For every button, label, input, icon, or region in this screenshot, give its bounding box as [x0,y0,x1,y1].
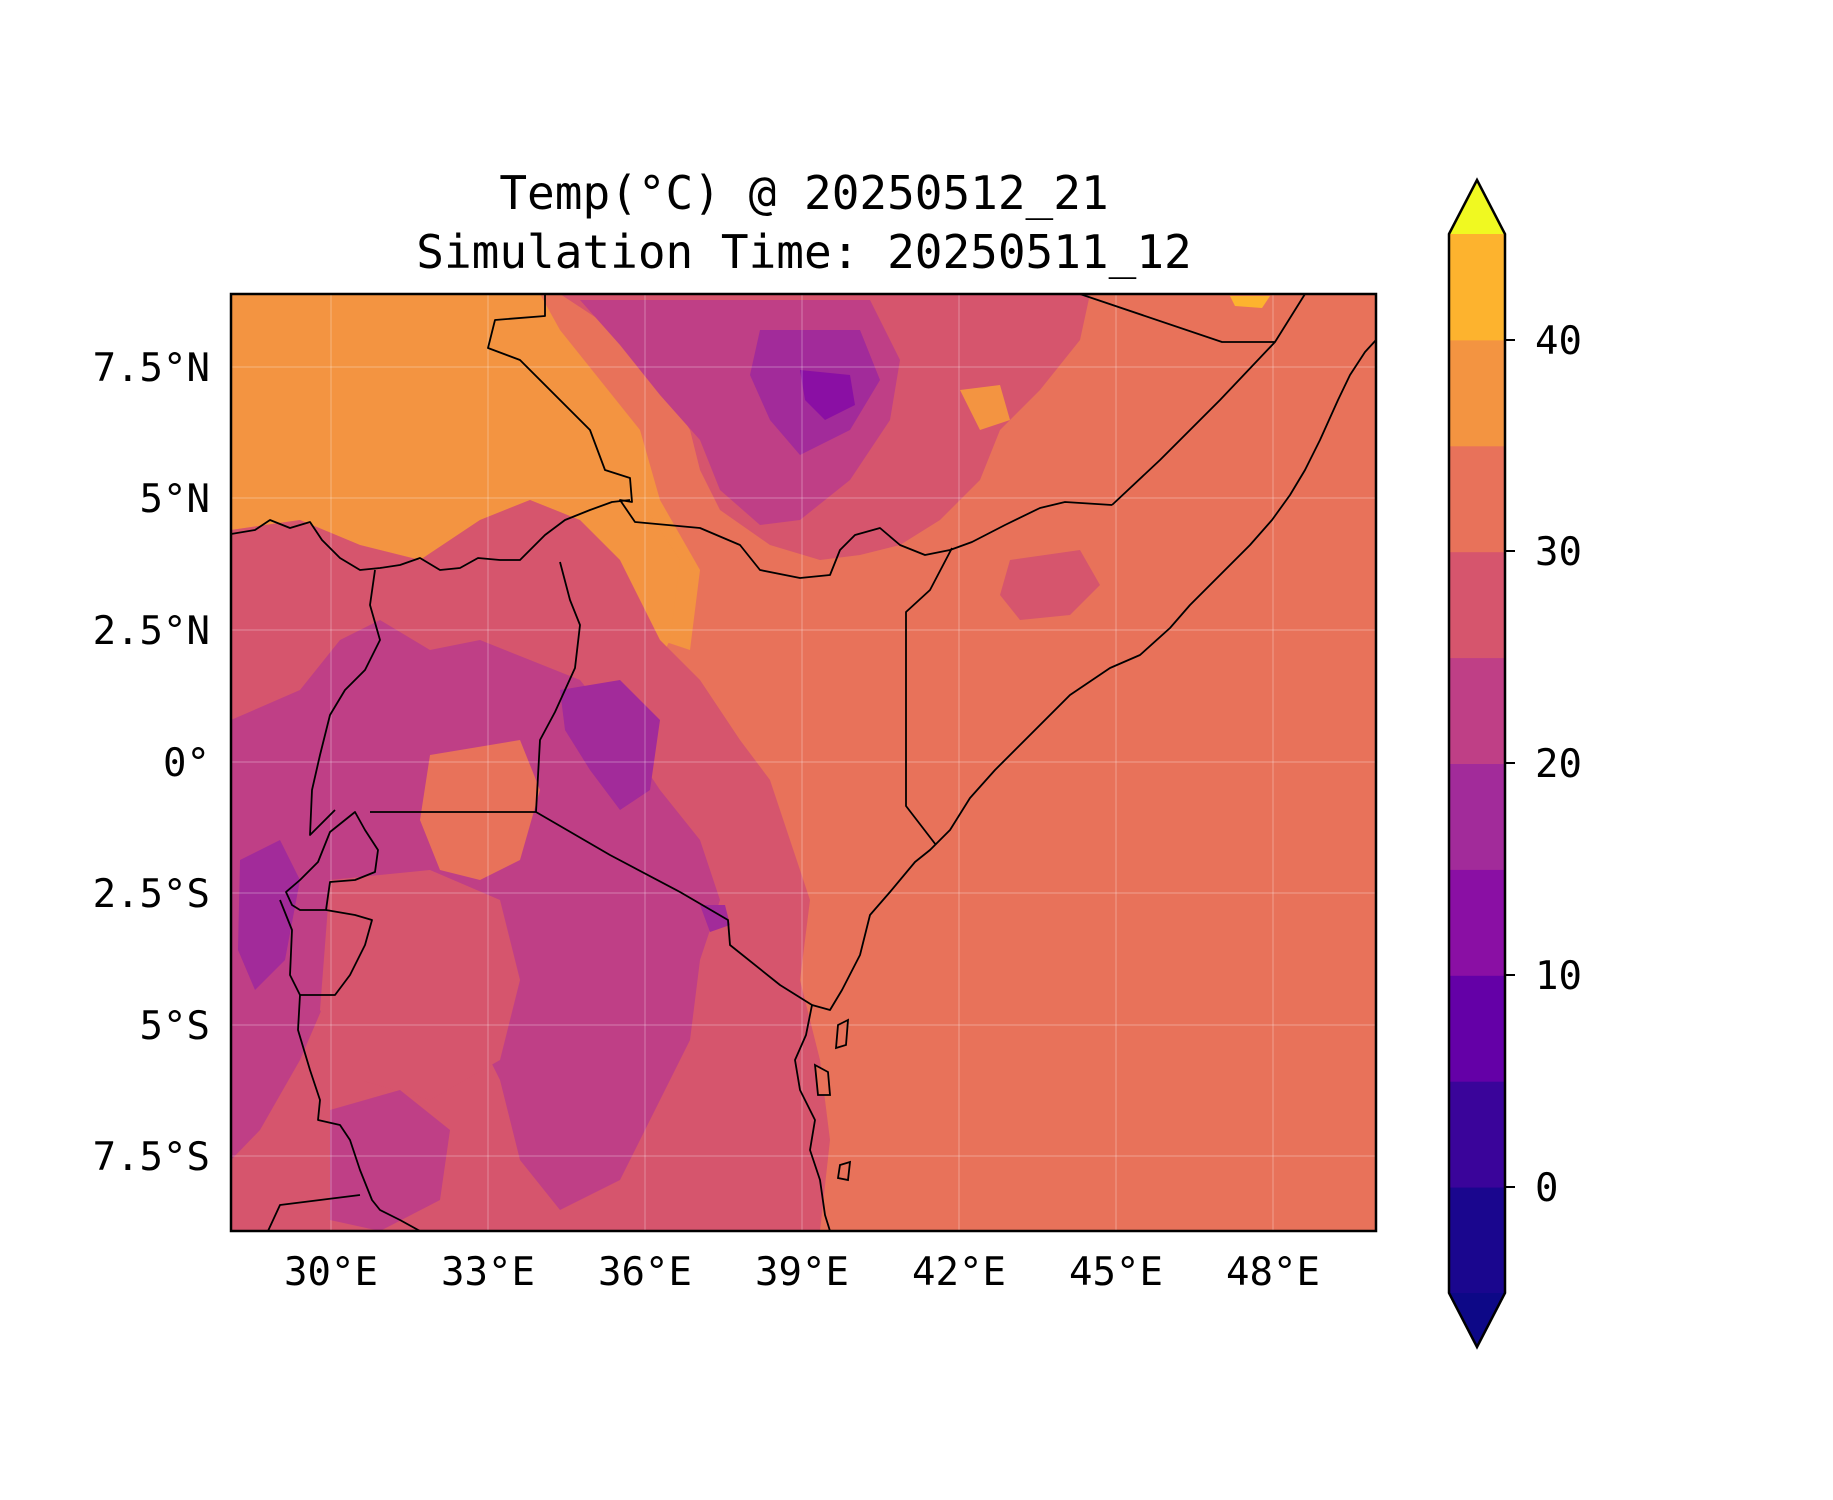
y-tick-label: 0° [163,741,210,786]
border-uganda-kenya [535,561,581,813]
y-axis-ticks: 7.5°N 5°N 2.5°N 0° 2.5°S 5°S 7.5°S [93,346,210,1180]
colorbar-segment [1449,1081,1505,1188]
colorbar-tick-label: 20 [1535,742,1582,787]
x-tick-label: 36°E [598,1250,692,1295]
border-rwanda-burundi [285,811,379,911]
lake-victoria-basin [420,740,540,880]
x-tick-label: 48°E [1226,1250,1320,1295]
warm-region-northwest [231,294,700,650]
x-tick-label: 30°E [284,1250,378,1295]
x-tick-label: 45°E [1069,1250,1163,1295]
islands [813,1018,852,1182]
pemba-island [834,1018,850,1050]
kilimanjaro-cold [700,905,730,932]
colorbar-tick-label: 40 [1535,319,1582,364]
border-ethiopia-somalia [1111,294,1306,506]
country-borders [231,294,1376,1231]
y-tick-label: 5°S [140,1004,210,1049]
map-frame [229,292,1378,1233]
colorbar-segment [1449,657,1505,764]
coastline-kenya-tanzania [794,339,1376,1231]
border-burundi-tanzania [300,909,373,996]
zanzibar-island [813,1063,831,1096]
y-tick-label: 7.5°S [93,1135,210,1180]
map-title-line2: Simulation Time: 20250511_12 [416,225,1191,279]
colorbar-segment [1449,1187,1505,1294]
somali-highland-patch [1000,550,1100,620]
y-tick-label: 2.5°S [93,872,210,917]
border-sudan-south-sudan-ethiopia [487,294,1113,579]
colorbar-tick-label: 10 [1535,954,1582,999]
colorbar-segment [1449,551,1505,659]
y-tick-label: 7.5°N [93,346,210,391]
map-panel [231,294,1376,1231]
colorbar-segment [1449,339,1505,447]
colorbar-outline [1447,177,1507,1350]
colorbar-segment [1449,445,1505,553]
mafia-island [836,1160,852,1182]
colorbar-segment [1449,763,1505,870]
map-gridlines [231,294,1376,1231]
colorbar-segment [1449,975,1505,1082]
colorbar-segment [1449,234,1505,341]
border-uganda-west [309,569,381,836]
border-south-sudan-uganda-drc [231,499,631,571]
colorbar-tick-label: 30 [1535,530,1582,575]
kenya-highlands-cold [560,680,660,810]
highlands-ethiopia-colder [800,370,855,420]
x-tick-label: 39°E [755,1250,849,1295]
border-ethiopia-somaliland [1079,294,1275,343]
somali-warm-patch [960,385,1010,430]
y-tick-label: 5°N [140,477,210,522]
map-title-line1: Temp(°C) @ 20250512_21 [499,166,1108,220]
x-tick-label: 33°E [441,1250,535,1295]
x-axis-ticks: 30°E 33°E 36°E 39°E 42°E 45°E 48°E [284,1250,1320,1295]
border-lake-tanganyika [279,899,421,1231]
border-kenya-tanzania [535,811,813,1006]
colorbar [1447,177,1507,1350]
x-tick-label: 42°E [912,1250,1006,1295]
y-tick-label: 2.5°N [93,609,210,654]
colorbar-segment [1449,869,1505,976]
hot-spot-north [1230,296,1270,308]
border-zambia-tanzania [267,1194,361,1231]
border-kenya-somalia [905,547,953,846]
western-rift-cold [238,840,300,990]
colorbar-tick-label: 0 [1535,1166,1558,1211]
colorbar-ticks: 0 10 20 30 40 [1505,319,1582,1211]
colorbar-extend-over [1449,180,1505,234]
colorbar-extend-under [1449,1293,1505,1347]
